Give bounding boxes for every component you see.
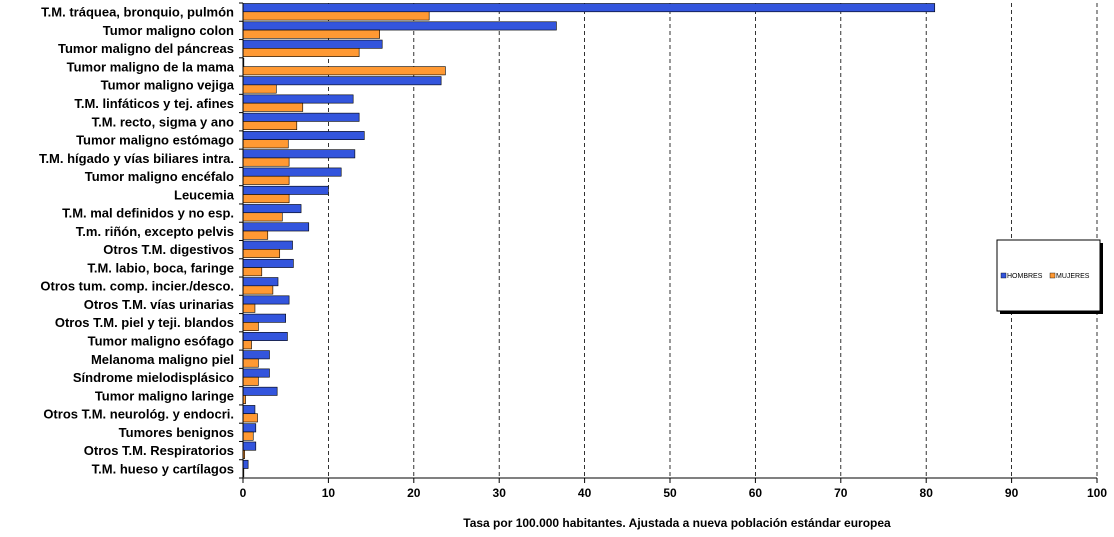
x-tick-label: 10 xyxy=(322,486,336,500)
legend-label-mujeres: MUJERES xyxy=(1056,273,1090,280)
bar-hombres xyxy=(242,94,354,104)
bar-hombres xyxy=(242,21,557,31)
category-label: Síndrome mielodisplásico xyxy=(73,370,234,385)
category-label: T.M. recto, sigma y ano xyxy=(92,114,234,129)
category-label: Tumor maligno laringe xyxy=(95,388,234,403)
category-label: Tumor maligno colon xyxy=(103,23,234,38)
x-tick-labels: 0 10 20 30 40 50 60 70 80 90 100 xyxy=(240,486,1108,500)
bar-mujeres xyxy=(242,303,256,313)
category-label: Tumor maligno esófago xyxy=(88,333,234,348)
bar-hombres xyxy=(242,423,257,433)
category-label: Tumor maligno estómago xyxy=(76,133,234,148)
axes xyxy=(239,2,1098,483)
bar-mujeres xyxy=(242,285,274,295)
category-label: Tumor maligno del páncreas xyxy=(58,41,234,56)
bar-hombres xyxy=(242,131,365,140)
category-label: T.M. tráquea, bronquio, pulmón xyxy=(41,5,234,20)
bar-hombres xyxy=(242,405,256,415)
bar-hombres xyxy=(242,3,936,13)
category-label: Otros T.M. neurológ. y endocri. xyxy=(43,407,234,422)
category-label: Tumores benignos xyxy=(119,425,234,440)
x-tick-label: 40 xyxy=(578,486,592,500)
x-tick-label: 50 xyxy=(663,486,677,500)
category-label: Otros tum. comp. incier./desco. xyxy=(40,279,234,294)
x-tick-label: 60 xyxy=(749,486,763,500)
bar-mujeres xyxy=(242,66,446,76)
x-tick-label: 90 xyxy=(1005,486,1019,500)
bar-mujeres xyxy=(242,267,263,277)
bar-mujeres xyxy=(242,230,269,240)
bar-mujeres xyxy=(242,431,254,441)
bar-hombres xyxy=(242,332,288,341)
category-label: Leucemia xyxy=(174,187,235,202)
x-tick-label: 70 xyxy=(834,486,848,500)
bar-hombres xyxy=(242,39,383,49)
bar-hombres xyxy=(242,76,442,86)
grid-lines xyxy=(327,3,1098,478)
category-label: Melanoma maligno piel xyxy=(91,352,234,367)
x-tick-label: 100 xyxy=(1087,486,1107,500)
bar-mujeres xyxy=(242,29,380,39)
bar-mujeres xyxy=(242,157,290,167)
bar-mujeres xyxy=(242,249,281,258)
bar-mujeres xyxy=(242,358,259,368)
category-labels: T.M. tráquea, bronquio, pulmón Tumor mali… xyxy=(39,5,235,477)
bar-mujeres xyxy=(242,48,360,57)
bar-hombres xyxy=(242,386,278,396)
category-label: T.M. hueso y cartílagos xyxy=(92,461,234,476)
bar-hombres xyxy=(242,112,360,122)
bar-hombres xyxy=(242,350,270,360)
bar-mujeres xyxy=(242,322,259,331)
category-label: T.M. mal definidos y no esp. xyxy=(62,206,234,221)
bar-hombres xyxy=(242,295,290,305)
x-axis-label: Tasa por 100.000 habitantes. Ajustada a … xyxy=(463,516,891,530)
legend-box xyxy=(996,239,1101,312)
bar-mujeres xyxy=(242,376,259,386)
bar-hombres xyxy=(242,459,249,469)
bar-mujeres xyxy=(242,413,258,423)
bar-mujeres xyxy=(242,340,252,350)
bar-hombres xyxy=(242,222,310,232)
bar-hombres xyxy=(242,240,293,250)
legend-swatch-mujeres xyxy=(1049,272,1056,279)
category-label: T.M. hígado y vías biliares intra. xyxy=(39,151,234,166)
category-label: T.M. linfáticos y tej. afines xyxy=(74,96,234,111)
bar-hombres xyxy=(242,149,356,159)
bar-mujeres xyxy=(242,139,289,149)
bar-mujeres xyxy=(242,175,290,185)
legend: HOMBRES MUJERES xyxy=(996,239,1103,314)
bar-hombres xyxy=(242,313,287,323)
bar-mujeres xyxy=(242,194,290,204)
category-label: Otros T.M. digestivos xyxy=(103,242,234,257)
category-label: Tumor maligno encéfalo xyxy=(85,169,234,184)
category-label: T.m. riñón, excepto pelvis xyxy=(76,224,234,239)
bar-mujeres xyxy=(242,212,283,222)
bar-hombres xyxy=(242,204,302,214)
x-tick-label: 80 xyxy=(920,486,934,500)
bar-mujeres xyxy=(242,102,304,112)
category-label: Otros T.M. vías urinarias xyxy=(84,297,234,312)
bars xyxy=(242,3,936,478)
bar-mujeres xyxy=(242,11,430,21)
category-label: Otros T.M. piel y teji. blandos xyxy=(55,315,234,330)
bar-mujeres xyxy=(242,121,298,131)
x-tick-label: 30 xyxy=(493,486,507,500)
category-label: T.M. labio, boca, faringe xyxy=(87,260,234,275)
bar-mujeres xyxy=(242,84,277,94)
bar-hombres xyxy=(242,441,257,451)
bar-hombres xyxy=(242,258,294,268)
category-label: Tumor maligno vejiga xyxy=(101,78,235,93)
x-tick-label: 0 xyxy=(240,486,247,500)
bar-hombres xyxy=(242,368,270,378)
bar-hombres xyxy=(242,277,279,287)
legend-label-hombres: HOMBRES xyxy=(1007,273,1043,280)
category-label: Otros T.M. Respiratorios xyxy=(84,443,234,458)
category-label: Tumor maligno de la mama xyxy=(67,59,235,74)
bar-hombres xyxy=(242,185,329,195)
legend-swatch-hombres xyxy=(1000,272,1007,279)
bar-hombres xyxy=(242,167,342,177)
x-tick-label: 20 xyxy=(407,486,421,500)
